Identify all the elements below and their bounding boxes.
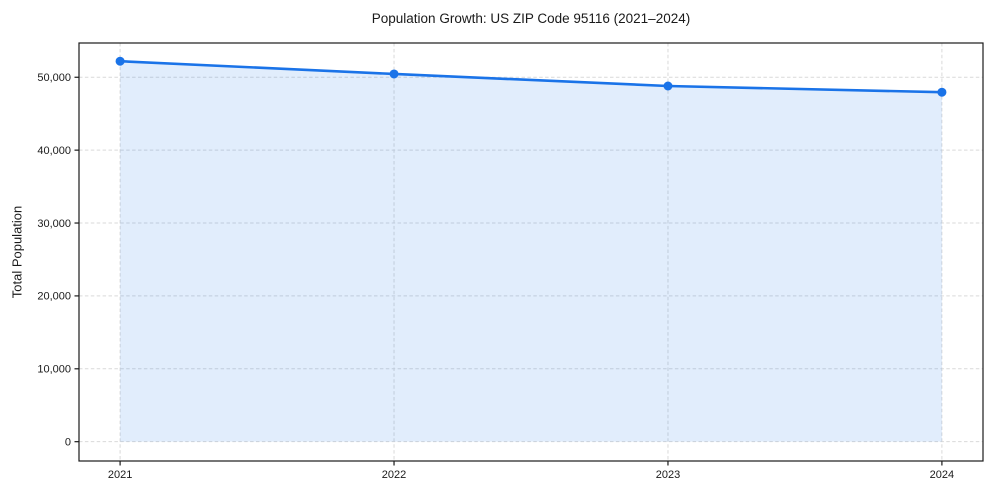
x-tick-label: 2024: [930, 469, 954, 481]
y-tick-label: 50,000: [37, 72, 71, 84]
chart-title: Population Growth: US ZIP Code 95116 (20…: [371, 11, 691, 26]
data-point-marker: [115, 56, 125, 66]
series-line: [118, 59, 944, 94]
y-tick-label: 40,000: [37, 145, 71, 157]
x-tick-label: 2021: [108, 469, 132, 481]
y-tick-label: 30,000: [37, 218, 71, 230]
x-tick-label: 2023: [656, 469, 680, 481]
data-point-marker: [937, 87, 947, 97]
y-tick-label: 10,000: [37, 364, 71, 376]
y-tick-label: 0: [65, 436, 71, 448]
plot-border: [78, 42, 984, 462]
data-point-marker: [663, 81, 673, 91]
x-tick-label: 2022: [382, 469, 406, 481]
area-fill: [120, 61, 942, 442]
data-point-marker: [389, 69, 399, 79]
y-tick-label: 20,000: [37, 291, 71, 303]
